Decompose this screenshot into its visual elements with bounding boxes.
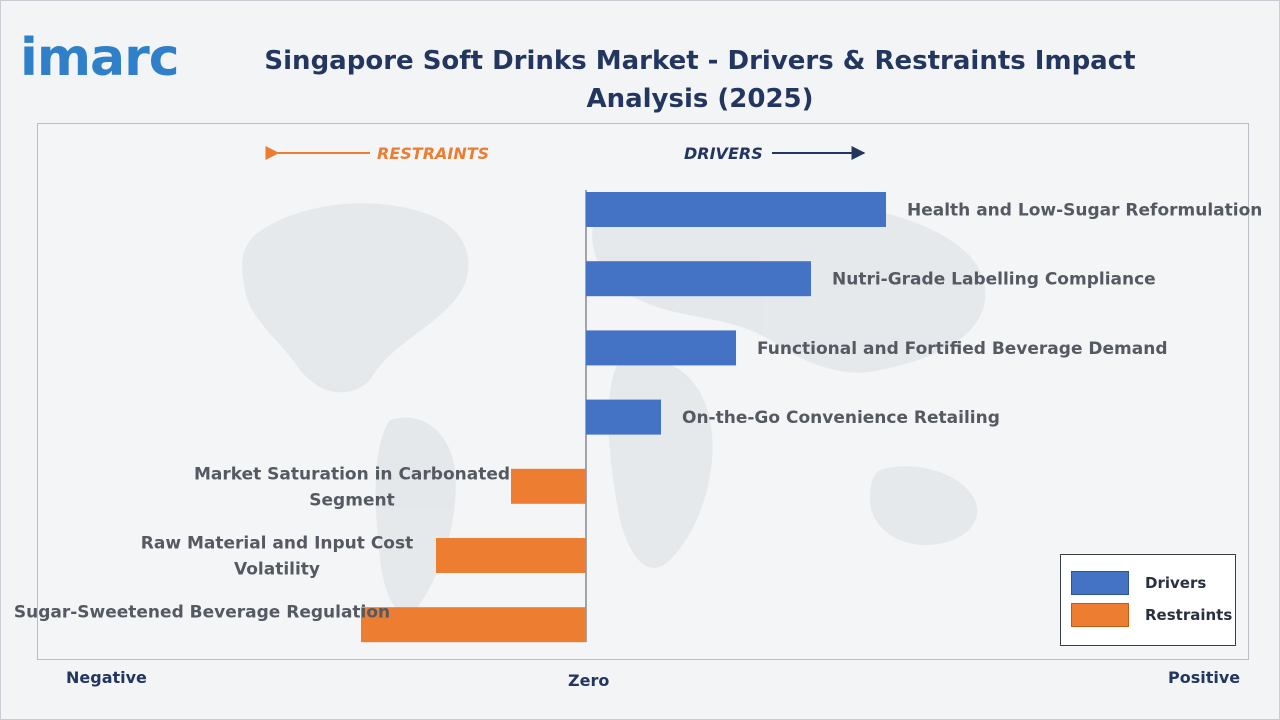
legend-item-drivers: Drivers — [1071, 571, 1206, 595]
legend: Drivers Restraints — [1060, 554, 1236, 646]
legend-swatch-drivers — [1071, 571, 1129, 595]
driver-bar-2 — [586, 261, 811, 297]
bar-label-4: On-the-Go Convenience Retailing — [682, 408, 1000, 428]
restraint-bar-7 — [361, 607, 586, 643]
bar-label-3: Functional and Fortified Beverage Demand — [757, 339, 1168, 359]
bar-label-7: Sugar-Sweetened Beverage Regulation — [14, 603, 390, 623]
legend-item-restraints: Restraints — [1071, 603, 1232, 627]
legend-label-restraints: Restraints — [1145, 606, 1233, 624]
restraint-bar-6 — [436, 538, 586, 573]
imarc-logo: imarc — [20, 28, 180, 88]
bar-label-1: Health and Low-Sugar Reformulation — [907, 201, 1262, 221]
driver-bar-3 — [586, 330, 736, 366]
driver-bar-4 — [586, 399, 661, 435]
legend-label-drivers: Drivers — [1145, 574, 1207, 592]
negative-axis-label: Negative — [66, 668, 147, 687]
world-map-watermark — [242, 194, 986, 615]
legend-swatch-restraints — [1071, 603, 1129, 627]
bar-label-2: Nutri-Grade Labelling Compliance — [832, 270, 1156, 290]
positive-axis-label: Positive — [1168, 668, 1241, 687]
restraints-direction-label: RESTRAINTS — [377, 144, 489, 163]
bar-label-5: Market Saturation in Carbonated Segment — [194, 464, 510, 510]
driver-bar-1 — [586, 192, 886, 227]
drivers-direction-label: DRIVERS — [684, 144, 763, 163]
bar-label-6: Raw Material and Input Cost Volatility — [141, 534, 413, 580]
zero-axis-label: Zero — [568, 671, 610, 690]
chart-title: Singapore Soft Drinks Market - Drivers &… — [264, 46, 1136, 114]
restraint-bar-5 — [511, 468, 586, 504]
